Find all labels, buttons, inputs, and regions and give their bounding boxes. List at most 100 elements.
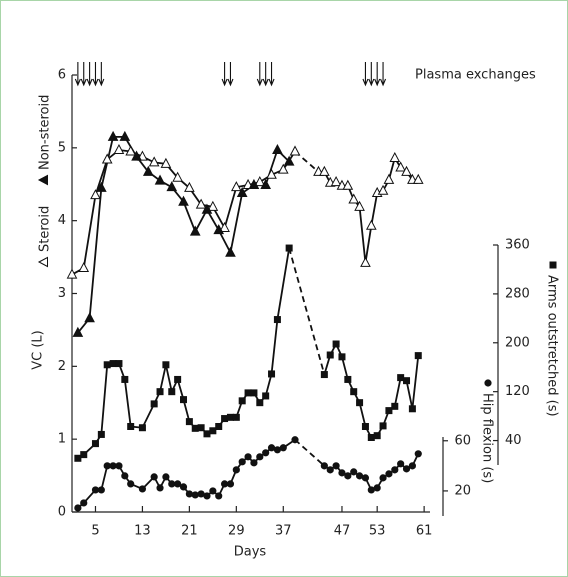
legend-entry: Hip flexion (s) xyxy=(480,379,495,483)
legend-label: Steroid xyxy=(38,206,53,252)
marker xyxy=(401,165,412,176)
marker xyxy=(203,492,211,500)
gap-bridge xyxy=(294,439,325,467)
marker xyxy=(225,246,236,257)
marker xyxy=(279,444,287,452)
marker xyxy=(215,423,223,430)
plasma-exchange-label: Plasma exchanges xyxy=(415,68,536,83)
marker xyxy=(367,486,375,494)
marker xyxy=(402,465,411,473)
legend-label: Non-steroid xyxy=(38,95,53,170)
marker xyxy=(549,261,557,269)
marker xyxy=(332,462,340,470)
marker xyxy=(138,485,147,493)
marker xyxy=(289,145,301,156)
marker xyxy=(103,361,111,369)
marker xyxy=(150,473,158,481)
x-tick-label: 61 xyxy=(416,524,433,539)
marker xyxy=(209,487,217,495)
marker xyxy=(91,486,100,494)
marker xyxy=(397,374,405,382)
marker xyxy=(350,468,358,476)
x-tick-label: 53 xyxy=(369,524,386,539)
plasma-exchange-arrow xyxy=(362,62,369,87)
marker xyxy=(101,153,113,164)
marker xyxy=(344,375,352,383)
series-line xyxy=(77,439,420,509)
marker xyxy=(180,396,188,404)
legend-entry: Arms outstretched (s) xyxy=(545,261,560,417)
marker xyxy=(179,483,188,491)
marker xyxy=(354,200,365,211)
marker xyxy=(156,484,164,492)
marker xyxy=(201,203,213,214)
marker xyxy=(285,244,293,252)
marker xyxy=(277,163,289,174)
marker xyxy=(385,407,393,415)
marker xyxy=(150,400,158,408)
marker xyxy=(244,453,252,461)
marker xyxy=(191,424,199,432)
marker xyxy=(360,256,371,267)
marker xyxy=(256,453,264,461)
marker xyxy=(379,422,387,430)
plasma-exchange-arrow xyxy=(374,62,381,87)
marker xyxy=(172,171,183,182)
marker xyxy=(96,181,107,192)
legend-entry: Non-steroid xyxy=(38,95,53,186)
marker xyxy=(109,462,117,470)
marker xyxy=(342,179,354,190)
marker xyxy=(121,375,129,383)
marker xyxy=(414,352,422,360)
marker xyxy=(326,466,334,474)
marker xyxy=(203,430,211,438)
marker xyxy=(72,326,84,337)
marker xyxy=(291,436,299,444)
marker xyxy=(103,462,111,470)
marker xyxy=(408,462,416,470)
marker xyxy=(367,434,375,441)
y-axis-label: VC (L) xyxy=(31,330,46,370)
marker xyxy=(248,178,260,189)
marker xyxy=(377,184,389,195)
plasma-exchange-arrow xyxy=(262,62,269,87)
marker xyxy=(138,424,146,432)
marker xyxy=(332,340,340,348)
plasma-exchange-arrow xyxy=(80,62,87,87)
marker xyxy=(191,491,199,499)
legend-label: Hip flexion (s) xyxy=(480,393,495,483)
marker xyxy=(166,181,178,192)
marker xyxy=(219,221,230,232)
marker xyxy=(174,480,182,488)
marker xyxy=(109,360,117,368)
marker xyxy=(344,472,352,480)
marker xyxy=(373,432,381,440)
marker xyxy=(395,161,406,172)
marker xyxy=(236,186,248,197)
marker xyxy=(350,388,358,396)
y-tick-label: 3 xyxy=(58,286,66,301)
plasma-exchange-arrow xyxy=(268,62,275,87)
marker xyxy=(215,492,223,500)
marker xyxy=(209,427,217,435)
series-line xyxy=(77,136,290,334)
marker xyxy=(207,200,219,211)
marker xyxy=(262,449,270,457)
plasma-exchange-arrow xyxy=(221,62,228,87)
y-tick-label: 5 xyxy=(58,140,66,155)
marker xyxy=(238,458,246,466)
marker xyxy=(355,472,364,480)
marker xyxy=(107,130,119,141)
marker xyxy=(74,454,82,462)
marker xyxy=(361,423,369,430)
plasma-exchange-arrow xyxy=(368,62,375,87)
x-tick-label: 29 xyxy=(228,524,245,539)
marker xyxy=(121,472,129,480)
x-tick-label: 13 xyxy=(134,524,151,539)
marker xyxy=(125,145,137,156)
marker xyxy=(379,474,387,482)
marker xyxy=(408,405,416,413)
marker xyxy=(178,195,189,206)
marker xyxy=(319,165,330,176)
marker xyxy=(174,375,182,383)
